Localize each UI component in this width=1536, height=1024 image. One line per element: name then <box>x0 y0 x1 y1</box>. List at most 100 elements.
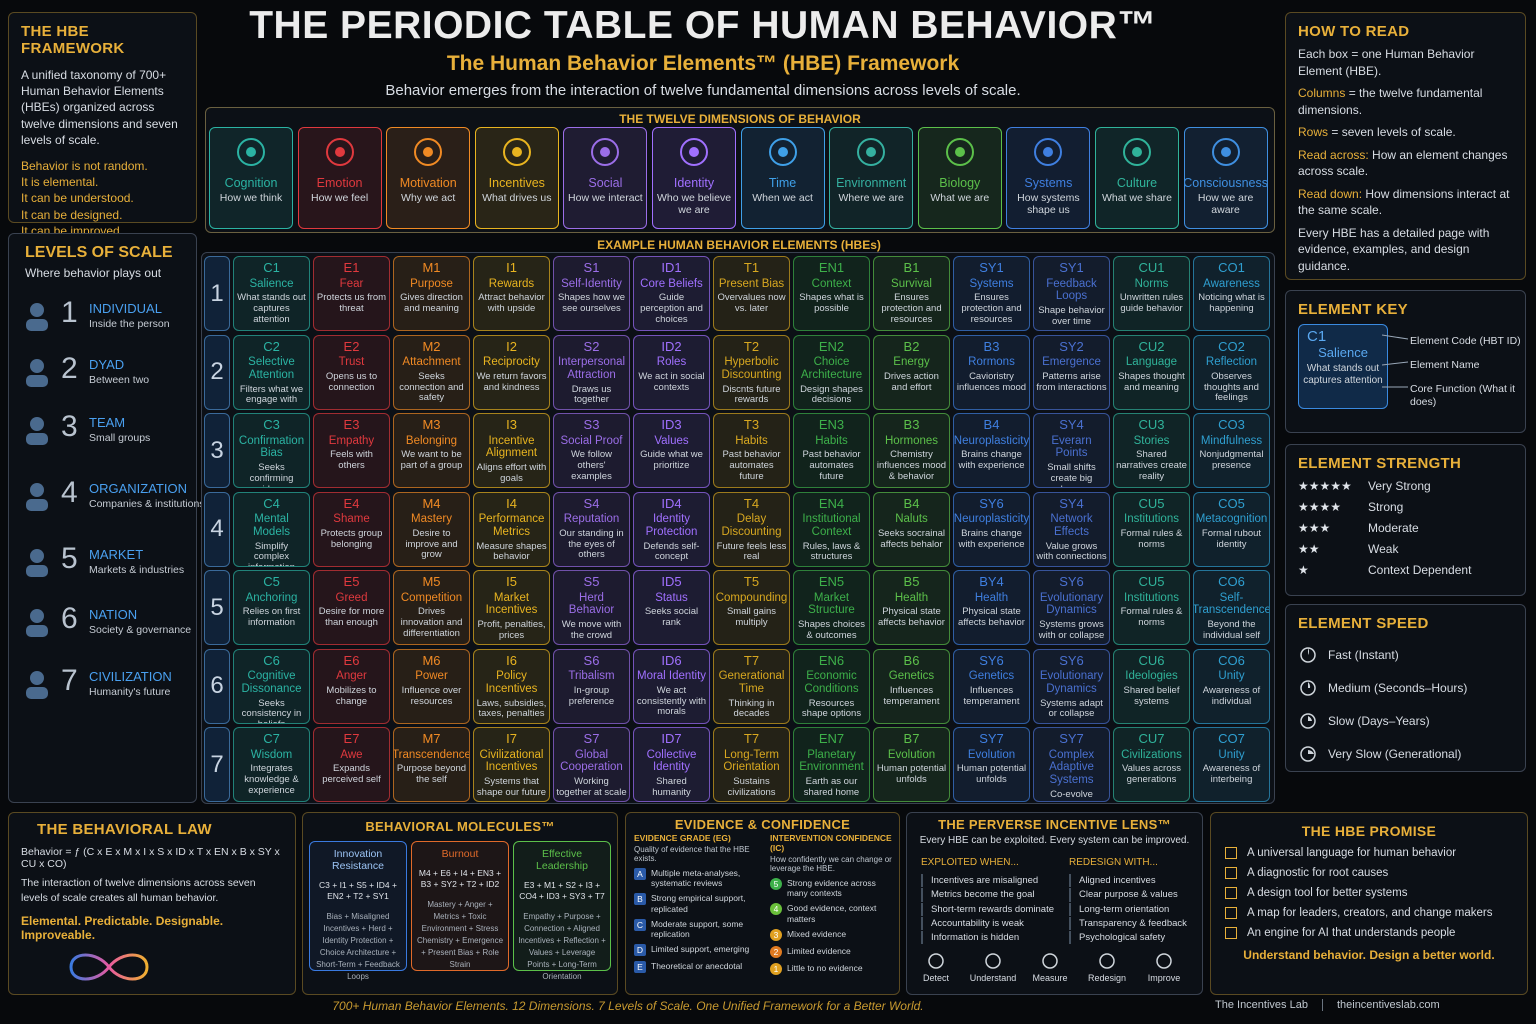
element-code: B2 <box>903 338 920 354</box>
element-name: Rewards <box>488 277 535 290</box>
icon-shape <box>945 138 974 166</box>
evidence-item: 3 Mixed evidence <box>770 928 898 941</box>
panel-title: THE PERVERSE INCENTIVE LENS™ <box>938 817 1171 832</box>
icon <box>26 671 48 699</box>
speed-label: Medium (Seconds–Hours) <box>1328 681 1468 695</box>
element-name: Habits <box>735 434 768 447</box>
element-code: EN7 <box>818 731 845 746</box>
icon <box>237 138 265 166</box>
level-number: 2 <box>61 352 78 385</box>
evidence-text: Good evidence, context matters <box>787 903 877 924</box>
strength-item: ★ Context Dependent <box>1298 563 1513 577</box>
level-item: 1 INDIVIDUAL Inside the person <box>19 296 194 340</box>
element-cell: T1 Present Bias Overvalues now vs. later <box>713 256 790 331</box>
element-desc: Physical state affects behavior <box>958 606 1025 629</box>
url: theincentiveslab.com <box>1336 999 1440 1011</box>
element-name: Generational Time <box>718 670 785 695</box>
element-name: Status <box>655 591 688 604</box>
panel-title: BEHAVIORAL MOLECULES™ <box>365 819 555 834</box>
element-name: Collective Identity <box>646 748 697 774</box>
strength-stars: ★ <box>1298 563 1309 577</box>
dimension-card: Motivation Why we act <box>386 127 471 229</box>
promise-panel: THE HBE PROMISE A universal language for … <box>1210 812 1528 995</box>
element-desc: Shape behavior over time <box>1038 305 1105 327</box>
tagline: Behavior emerges from the interaction of… <box>385 82 1021 99</box>
element-code: SY1 <box>979 260 1004 275</box>
element-code: T3 <box>743 417 760 432</box>
element-name: Present Bias <box>718 277 785 290</box>
icon-shape <box>857 138 886 166</box>
element-name: Belonging <box>405 434 458 447</box>
element-desc: Systems adapt or collapse <box>1040 697 1103 720</box>
strength-label: Context Dependent <box>1368 563 1472 577</box>
icon <box>857 138 886 166</box>
element-desc: Influence over resources <box>401 684 462 707</box>
element-name: Network Effects <box>1050 513 1093 538</box>
icon <box>680 138 708 166</box>
element-cell: C7 Wisdom Integrates knowledge & experienc… <box>233 727 310 802</box>
icon-shape <box>777 147 788 157</box>
section-title: THE TWELVE DIMENSIONS OF BEHAVIOR <box>619 112 861 126</box>
element-name: Moral Identity <box>636 670 707 683</box>
promise-text: A universal language for human behavior <box>1247 847 1457 859</box>
element-name: Mindfulness <box>1200 434 1263 447</box>
evidence-text: Theoretical or anecdotal <box>651 961 743 972</box>
element-cell: C5 Anchoring Relies on first information <box>233 570 310 645</box>
promise-item: A design tool for better systems <box>1225 887 1513 899</box>
level-number: 4 <box>61 476 78 509</box>
icon <box>414 138 443 166</box>
dimension-name: Identity <box>673 176 715 190</box>
dimension-card: Environment Where we are <box>829 127 914 229</box>
element-code: CU2 <box>1138 338 1165 354</box>
perverse-step: Detect <box>911 951 961 983</box>
element-name: Interpersonal Attraction <box>557 356 626 381</box>
element-code: EN2 <box>818 338 845 354</box>
framework-lines: Behavior is not random. It is elemental. I… <box>21 158 184 239</box>
element-cell: M4 Mastery Desire to improve and grow <box>393 491 470 567</box>
promise-tagline: Understand behavior. Design a better wor… <box>1243 948 1495 962</box>
molecule-text: Bias + Misaligned Incentives + Herd + Id… <box>316 911 400 981</box>
element-desc: Past behavior automates future <box>802 449 861 482</box>
icon-shape <box>69 953 149 981</box>
strength-panel: ELEMENT STRENGTH ★★★★★ Very Strong ★★★★ Stro… <box>1285 444 1526 596</box>
element-code: T7 <box>743 652 760 668</box>
element-cell: S1 Self-Identity Shapes how we see ourselv… <box>553 256 630 331</box>
element-name: Neuroplasticity <box>953 513 1030 526</box>
dimension-desc: How we are aware <box>1197 192 1254 216</box>
element-code: C3 <box>263 417 280 432</box>
element-name: Greed <box>335 591 368 604</box>
element-desc: Design shapes decisions <box>800 383 863 406</box>
icon-shape <box>26 565 48 577</box>
row-number: 3 <box>204 413 230 488</box>
element-name: Feedback Loops <box>1046 277 1097 303</box>
element-name: Self-Identity <box>561 277 622 290</box>
element-cell: I3 Incentive Alignment Aligns effort with … <box>473 413 550 488</box>
framework-line: It can be designed. <box>21 207 123 222</box>
level-name: DYAD <box>89 357 125 372</box>
molecule-name: Burnout <box>441 848 479 860</box>
element-code: SY1 <box>1059 260 1084 275</box>
read-lead: Read down: <box>1298 186 1363 201</box>
icon-shape <box>1123 138 1151 166</box>
icon-shape <box>1211 138 1240 166</box>
element-code: E6 <box>343 652 360 668</box>
element-name: Language <box>1125 356 1178 369</box>
icon-shape <box>26 687 48 699</box>
element-code: C7 <box>263 731 280 746</box>
level-desc: Small groups <box>89 432 151 444</box>
element-desc: Our standing in the eyes of others <box>559 527 624 561</box>
evidence-subtitle: INTERVENTION CONFIDENCE (IC) <box>770 833 892 853</box>
element-name: Systems <box>969 277 1014 290</box>
evidence-column: INTERVENTION CONFIDENCE (IC) How confiden… <box>770 833 898 975</box>
element-name: Neuroplasticity <box>953 434 1030 447</box>
element-cell: T5 Compounding Small gains multiply <box>713 570 790 645</box>
element-code: EN5 <box>818 574 845 589</box>
element-name: Complex Adaptive Systems <box>1048 748 1095 787</box>
dimension-card: Social How we interact <box>563 127 648 229</box>
evidence-sub: How confidently we can change or leverag… <box>770 855 892 873</box>
perverse-item: Psychological safety <box>1069 931 1209 945</box>
element-code: CU5 <box>1138 495 1165 511</box>
element-desc: Purpose beyond the self <box>396 763 467 786</box>
evidence-item: E Theoretical or anecdotal <box>634 961 762 974</box>
element-name: Wisdom <box>250 748 293 761</box>
